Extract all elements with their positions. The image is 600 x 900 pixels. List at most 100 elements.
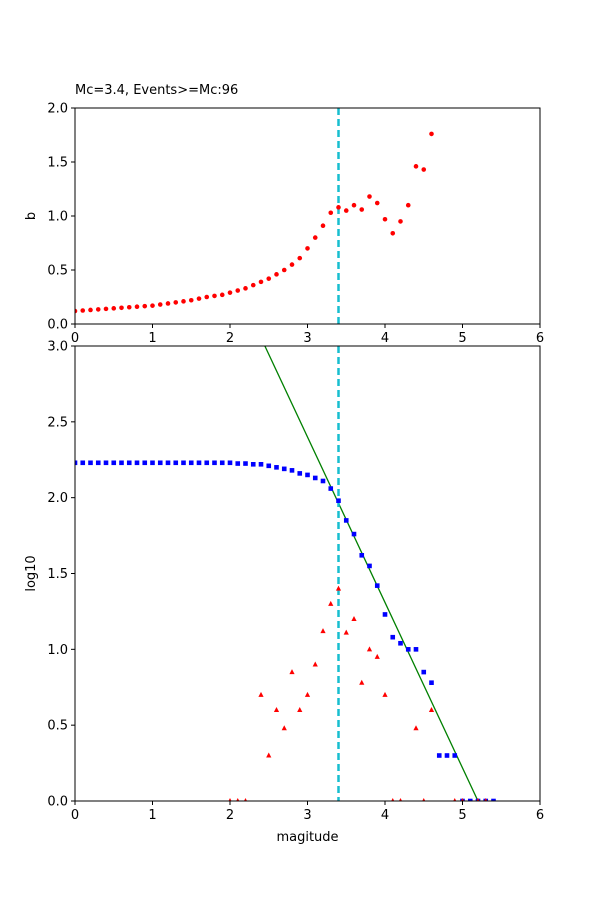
b-chart-point bbox=[150, 303, 155, 308]
log10-chart-ytick-label: 3.0 bbox=[47, 340, 68, 355]
b-chart-point bbox=[374, 200, 380, 206]
log10-chart-square-point bbox=[320, 478, 326, 484]
log10-chart-xtick-label: 3 bbox=[303, 808, 311, 823]
b-chart-xtick-label: 3 bbox=[303, 331, 311, 346]
log10-chart-plot-area bbox=[75, 346, 496, 801]
log10-chart-square-point bbox=[250, 462, 256, 467]
log10-chart-xtick-label: 4 bbox=[381, 808, 389, 823]
b-chart-point bbox=[266, 276, 272, 281]
log10-chart-square-point bbox=[343, 518, 349, 523]
log10-chart-ytick-label: 2.5 bbox=[47, 415, 68, 430]
b-chart-xtick-label: 5 bbox=[458, 331, 466, 346]
b-chart-ytick-label: 1.0 bbox=[47, 210, 68, 225]
b-chart-point bbox=[111, 306, 117, 311]
b-chart-point bbox=[134, 304, 140, 310]
b-chart-xtick-label: 2 bbox=[226, 331, 234, 346]
log10-chart-triangle-point bbox=[236, 798, 240, 801]
b-chart-point bbox=[227, 290, 233, 295]
log10-chart-triangle-point bbox=[328, 600, 334, 606]
log10-chart-square-point bbox=[491, 798, 496, 801]
b-chart-point bbox=[289, 262, 295, 267]
b-chart-point bbox=[297, 255, 303, 261]
log10-chart-triangle-point bbox=[413, 725, 419, 731]
b-chart-point bbox=[212, 293, 217, 299]
b-chart-ytick-label: 1.5 bbox=[47, 156, 68, 171]
b-chart-ylabel: b bbox=[24, 212, 39, 220]
b-chart-point bbox=[398, 219, 403, 224]
log10-chart-square-point bbox=[157, 460, 163, 466]
b-chart-point bbox=[281, 267, 287, 273]
log10-chart-square-point bbox=[436, 753, 442, 758]
log10-chart-square-point bbox=[390, 634, 396, 640]
b-chart-point bbox=[320, 223, 326, 229]
log10-chart-triangle-point bbox=[228, 798, 232, 801]
b-chart-point bbox=[80, 308, 86, 313]
log10-chart-triangle-point bbox=[422, 798, 426, 801]
log10-chart-square-point bbox=[227, 460, 233, 466]
b-chart-point bbox=[405, 202, 411, 208]
log10-chart-triangle-point bbox=[273, 707, 280, 712]
log10-chart-ytick-label: 0.5 bbox=[47, 719, 68, 734]
b-chart-xtick-label: 1 bbox=[148, 331, 156, 346]
b-chart-point bbox=[328, 210, 334, 216]
b-chart-ticks: 0 1 2 3 4 5 6 0.0 0.5 1.0 1.5 2.0 bbox=[47, 102, 544, 347]
log10-chart-ytick-label: 0.0 bbox=[47, 795, 68, 810]
log10-chart-square-point bbox=[75, 460, 78, 466]
log10-chart-square-point bbox=[150, 460, 155, 466]
b-chart-xtick-label: 0 bbox=[71, 331, 79, 346]
log10-chart-square-point bbox=[126, 460, 132, 466]
b-chart-point bbox=[126, 304, 132, 310]
b-chart-point bbox=[119, 305, 124, 311]
log10-chart-square-point bbox=[444, 753, 450, 758]
log10-chart-square-point bbox=[88, 460, 93, 466]
log10-chart-square-point bbox=[103, 460, 109, 466]
log10-chart-xlabel: magitude bbox=[276, 830, 338, 845]
log10-chart-triangle-point bbox=[374, 653, 380, 659]
b-chart-frame bbox=[74, 107, 541, 325]
b-chart-point bbox=[367, 194, 372, 199]
log10-chart-square-point bbox=[429, 680, 434, 685]
log10-chart-frame bbox=[74, 345, 541, 802]
b-chart-point bbox=[305, 246, 310, 251]
log10-chart-triangle-point bbox=[366, 646, 373, 652]
log10-chart-square-point bbox=[336, 498, 341, 503]
log10-chart-xtick-label: 0 bbox=[71, 808, 79, 823]
log10-chart-triangle-point bbox=[266, 752, 272, 758]
b-chart-point bbox=[382, 216, 388, 222]
log10-chart-triangle-point bbox=[312, 661, 318, 667]
b-chart-point bbox=[142, 303, 148, 309]
log10-chart-square-point bbox=[305, 472, 310, 478]
log10-chart-square-point bbox=[119, 460, 124, 466]
log10-chart-triangle-point bbox=[335, 585, 342, 591]
b-chart-marks bbox=[75, 108, 434, 324]
log10-chart-square-point bbox=[95, 460, 101, 466]
log10-chart-square-point bbox=[382, 612, 388, 617]
log10-chart-square-point bbox=[281, 466, 287, 472]
b-chart-plot-area bbox=[75, 108, 434, 324]
b-chart-ytick-label: 0.5 bbox=[47, 264, 68, 279]
log10-chart-square-point bbox=[219, 460, 225, 466]
log10-chart-triangle-point bbox=[289, 669, 295, 675]
log10-chart-square-point bbox=[328, 486, 334, 491]
log10-chart-square-point bbox=[289, 468, 295, 473]
b-chart-point bbox=[181, 299, 186, 304]
b-chart-point bbox=[258, 279, 264, 285]
b-chart-point bbox=[351, 202, 357, 208]
log10-chart-square-point bbox=[312, 475, 318, 481]
log10-chart-square-point bbox=[243, 461, 248, 466]
b-chart-point bbox=[188, 297, 194, 303]
log10-chart-square-point bbox=[452, 753, 458, 758]
log10-chart-square-point bbox=[274, 465, 279, 470]
b-chart-point bbox=[429, 131, 434, 137]
b-chart-ytick-label: 2.0 bbox=[47, 102, 68, 117]
b-chart-point bbox=[173, 300, 179, 305]
b-chart-point bbox=[204, 294, 210, 300]
log10-chart-triangle-point bbox=[281, 725, 287, 731]
log10-chart-triangle-point bbox=[343, 629, 349, 635]
b-chart-point bbox=[359, 207, 365, 212]
log10-chart-triangle-point bbox=[320, 628, 326, 634]
log10-chart-ytick-label: 2.0 bbox=[47, 491, 68, 506]
log10-chart-square-point bbox=[413, 647, 419, 652]
b-chart-xtick-label: 4 bbox=[381, 331, 389, 346]
